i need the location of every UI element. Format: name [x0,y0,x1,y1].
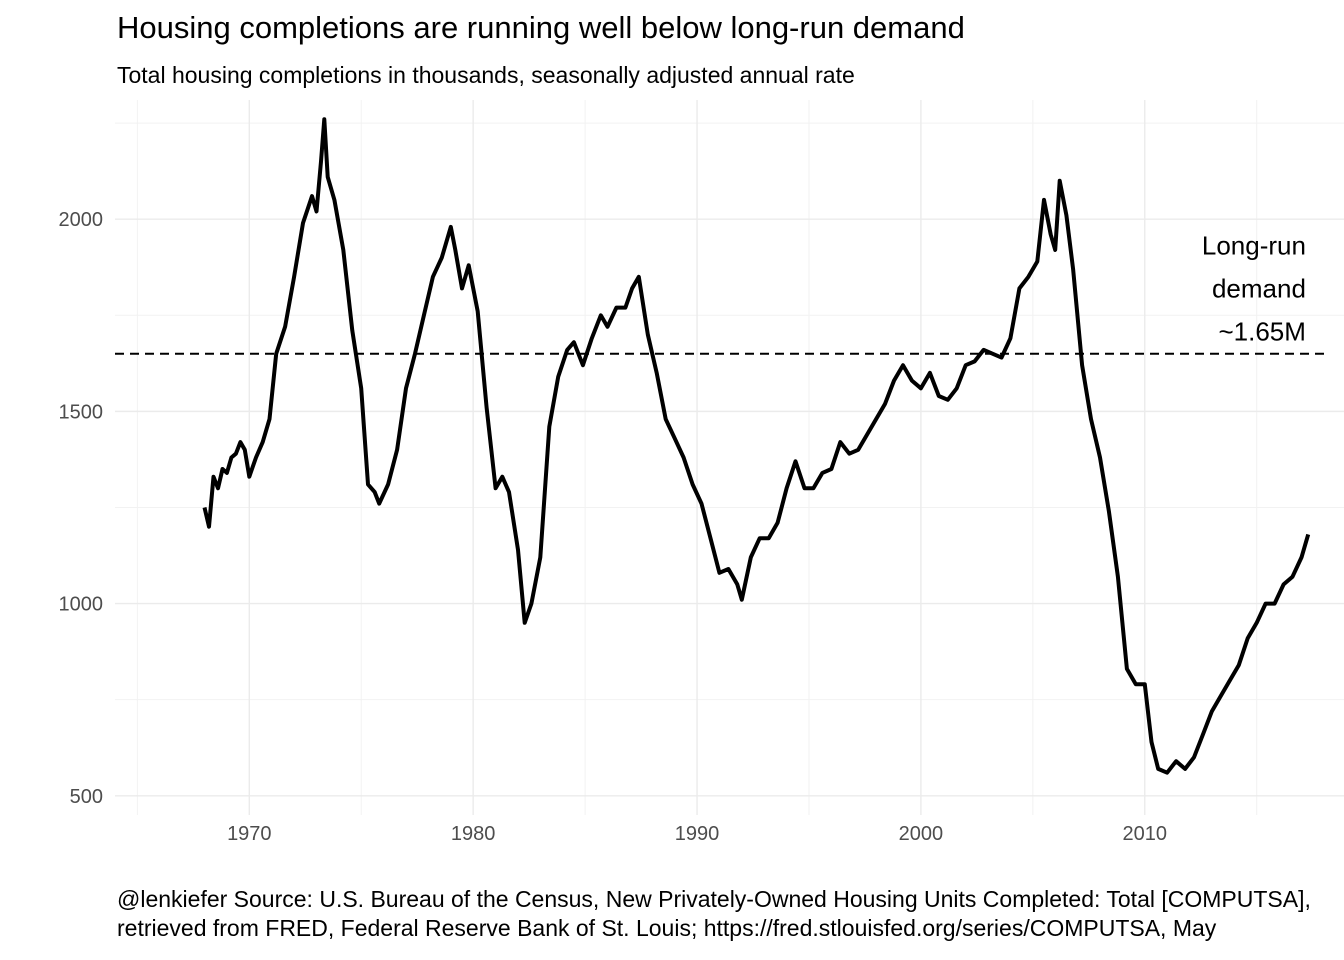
chart-caption: @lenkiefer Source: U.S. Bureau of the Ce… [117,885,1344,943]
x-tick-label: 2010 [1123,823,1168,845]
annotation-line: demand [1212,273,1306,303]
y-axis-tick-labels: 500 1000 1500 2000 [59,209,104,808]
x-tick-label: 1980 [451,823,496,845]
long-run-demand-annotation: Long-run demand ~1.65M [1202,230,1306,346]
y-tick-label: 1000 [59,594,104,616]
chart-title: Housing completions are running well bel… [117,10,965,45]
y-tick-label: 2000 [59,209,104,231]
chart-subtitle: Total housing completions in thousands, … [117,62,855,88]
caption-line-1: @lenkiefer Source: U.S. Bureau of the Ce… [117,886,1311,912]
x-tick-label: 2000 [899,823,944,845]
caption-line-2: retrieved from FRED, Federal Reserve Ban… [117,915,1217,941]
y-tick-label: 500 [70,786,103,808]
x-tick-label: 1970 [227,823,272,845]
line-chart: 500 1000 1500 2000 1970 1980 1990 2000 2010 Lon… [59,100,1344,845]
x-axis-tick-labels: 1970 1980 1990 2000 2010 [227,823,1167,845]
x-tick-label: 1990 [675,823,720,845]
annotation-line: Long-run [1202,230,1306,260]
y-tick-label: 1500 [59,401,104,423]
annotation-line: ~1.65M [1218,316,1305,346]
completions-series-line [202,117,1311,775]
gridlines [115,100,1344,815]
